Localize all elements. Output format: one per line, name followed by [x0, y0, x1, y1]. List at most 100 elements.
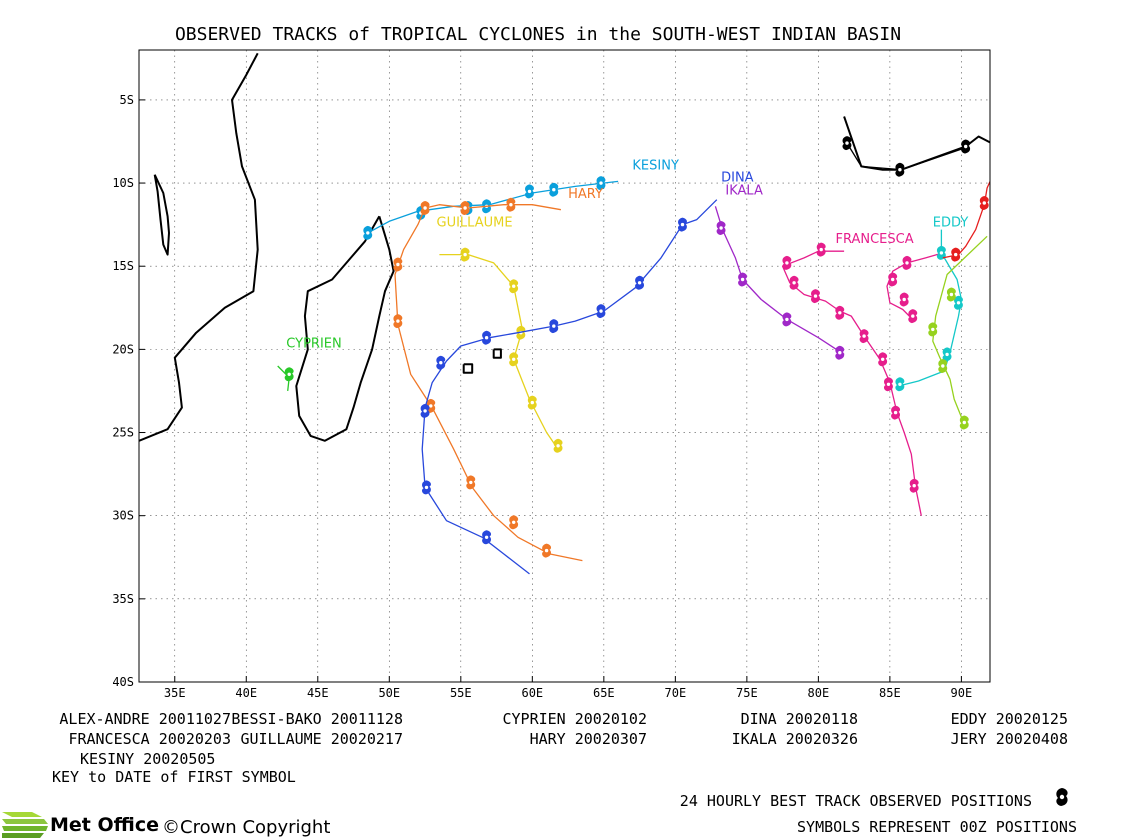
coastline-madagascar	[295, 215, 395, 442]
cyclone-position-symbol	[895, 162, 905, 177]
cyclone-position-symbol	[596, 304, 606, 319]
storm-label-francesca: FRANCESCA	[836, 232, 914, 247]
cyclone-position-symbol	[891, 405, 901, 420]
cyclone-position-symbol	[506, 197, 516, 212]
cyclone-position-symbol	[542, 543, 552, 558]
x-tick-label: 60E	[521, 686, 543, 700]
cyclone-symbol-icon	[1056, 788, 1068, 806]
cyclone-position-symbol	[524, 184, 534, 199]
track-hary	[393, 197, 583, 562]
x-tick-label: 80E	[808, 686, 830, 700]
cyclone-position-symbol	[421, 480, 431, 495]
cyclone-position-symbol	[782, 312, 792, 327]
cyclone-position-symbol	[460, 247, 470, 262]
cyclone-position-symbol	[738, 272, 748, 287]
legend-entry-hary: HARY 20020307	[530, 730, 647, 748]
cyclone-position-symbol	[878, 352, 888, 367]
track-cyprien	[277, 365, 294, 391]
track-line-bessi-bako	[942, 179, 990, 259]
cyclone-position-symbol	[928, 322, 938, 337]
x-tick-label: 35E	[164, 686, 186, 700]
x-tick-label: 90E	[951, 686, 973, 700]
cyclone-position-symbol	[959, 415, 969, 430]
cyclone-position-symbol	[527, 395, 537, 410]
storm-label-hary: HARY	[568, 187, 603, 202]
met-office-logo: Met Office	[2, 812, 159, 838]
y-tick-label: 25S	[112, 426, 134, 440]
cyclone-position-symbol	[895, 377, 905, 392]
track-ikala	[714, 206, 845, 360]
cyclone-position-symbol	[899, 292, 909, 307]
cyclone-position-symbol	[460, 201, 470, 215]
track-francesca	[781, 242, 922, 516]
legend-entry-eddy: EDDY 20020125	[951, 710, 1068, 728]
y-tick-label: 40S	[112, 675, 134, 689]
coastline-africa	[139, 52, 259, 442]
cyclone-position-symbol	[553, 438, 563, 453]
cyclone-position-symbol	[888, 272, 898, 287]
cyclone-position-symbol	[961, 139, 971, 154]
cyclone-position-symbol	[482, 530, 492, 545]
track-line-alex-andre	[932, 235, 988, 425]
cyclone-position-symbol	[942, 347, 952, 362]
track-dina	[420, 199, 718, 575]
cyclone-position-symbol	[902, 255, 912, 270]
cyclone-position-symbol	[953, 295, 963, 310]
legend-entry-ikala: IKALA 20020326	[732, 730, 858, 748]
cyclone-position-symbol	[509, 515, 519, 530]
x-tick-label: 40E	[235, 686, 257, 700]
cyclone-position-symbol	[393, 257, 403, 272]
cyclone-position-symbol	[810, 289, 820, 304]
footer-line-2: SYMBOLS REPRESENT 00Z POSITIONS	[797, 818, 1077, 836]
cyclone-position-symbol	[284, 367, 294, 382]
cyclone-position-symbol	[816, 242, 826, 257]
cyclone-position-symbol	[951, 247, 961, 262]
cyclone-tracks	[277, 136, 990, 575]
legend-entry-kesiny: KESINY 20020505	[80, 750, 215, 768]
footer-line-1: 24 HOURLY BEST TRACK OBSERVED POSITIONS	[680, 792, 1032, 810]
cyclone-position-symbol	[482, 330, 492, 345]
x-tick-label: 85E	[879, 686, 901, 700]
longitude-axis: 35E 40E 45E 50E 55E 60E 65E 70E 75E 80E 85E 90E	[164, 676, 972, 700]
cyclone-position-symbol	[979, 196, 989, 210]
cyclone-position-symbol	[549, 182, 559, 197]
y-tick-label: 35S	[112, 592, 134, 606]
cyclone-position-symbol	[789, 275, 799, 290]
storm-label-dina: DINA	[721, 170, 754, 185]
legend-entry-jery: JERY 20020408	[951, 730, 1068, 748]
y-tick-label: 30S	[112, 509, 134, 523]
track-line-ikala	[714, 206, 845, 355]
y-tick-label: 20S	[112, 342, 134, 356]
track-alex-andre	[928, 235, 988, 430]
coastline-mauritius	[492, 348, 502, 359]
cyclone-position-symbol	[716, 221, 726, 235]
storm-legend: ALEX-ANDRE 20011027 BESSI-BAKO 20011128 CY…	[59, 710, 1068, 768]
track-line-eddy	[898, 229, 963, 387]
x-tick-label: 50E	[378, 686, 400, 700]
y-tick-label: 5S	[120, 93, 134, 107]
coastlines	[139, 52, 990, 442]
coastline-reunion	[462, 363, 474, 374]
grid-lines	[139, 50, 990, 683]
track-kesiny	[363, 176, 619, 240]
track-line-dina	[421, 199, 718, 575]
cyclone-position-symbol	[883, 377, 893, 392]
cyclone-position-symbol	[596, 176, 606, 191]
cyclone-position-symbol	[420, 201, 430, 215]
storm-label-ikala: IKALA	[725, 184, 763, 199]
cyclone-position-symbol	[936, 245, 946, 260]
crown-copyright: ©Crown Copyright	[162, 817, 330, 838]
map-title: OBSERVED TRACKS of TROPICAL CYCLONES in …	[175, 24, 901, 45]
cyclone-position-symbol	[509, 279, 519, 294]
cyclone-position-symbol	[549, 319, 559, 334]
cyclone-position-symbol	[677, 217, 687, 232]
x-tick-label: 70E	[665, 686, 687, 700]
storm-label-cyprien: CYPRIEN	[286, 337, 341, 352]
cyclone-position-symbol	[782, 255, 792, 270]
x-tick-label: 55E	[450, 686, 472, 700]
legend-entry-bessi-bako: BESSI-BAKO 20011128	[231, 710, 403, 728]
cyclone-position-symbol	[835, 305, 845, 320]
cyclone-position-symbol	[466, 475, 476, 490]
storm-label-guillaume: GUILLAUME	[437, 215, 513, 230]
